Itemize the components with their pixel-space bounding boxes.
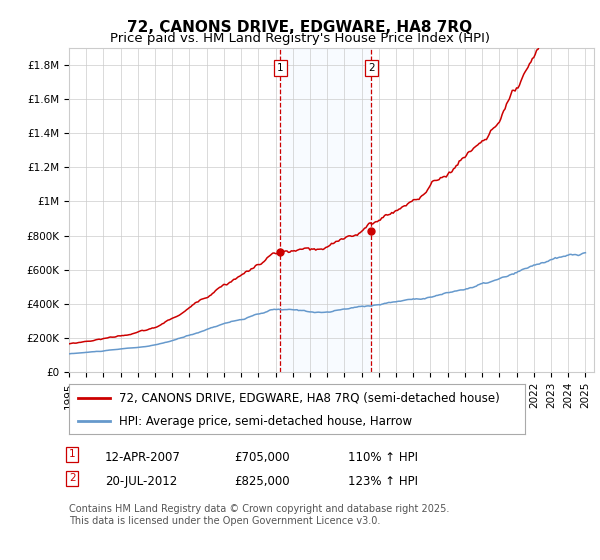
- Text: 72, CANONS DRIVE, EDGWARE, HA8 7RQ: 72, CANONS DRIVE, EDGWARE, HA8 7RQ: [127, 20, 473, 35]
- Text: 110% ↑ HPI: 110% ↑ HPI: [348, 451, 418, 464]
- Text: HPI: Average price, semi-detached house, Harrow: HPI: Average price, semi-detached house,…: [119, 415, 412, 428]
- Text: 1: 1: [277, 63, 284, 73]
- Bar: [280, 48, 371, 372]
- Text: 72, CANONS DRIVE, EDGWARE, HA8 7RQ (semi-detached house): 72, CANONS DRIVE, EDGWARE, HA8 7RQ (semi…: [119, 391, 500, 404]
- Text: £825,000: £825,000: [234, 475, 290, 488]
- Text: Contains HM Land Registry data © Crown copyright and database right 2025.
This d: Contains HM Land Registry data © Crown c…: [69, 504, 449, 526]
- Text: 2: 2: [368, 63, 374, 73]
- Text: 20-JUL-2012: 20-JUL-2012: [105, 475, 177, 488]
- Text: 1: 1: [69, 449, 76, 459]
- Text: 12-APR-2007: 12-APR-2007: [105, 451, 181, 464]
- Text: 2: 2: [69, 473, 76, 483]
- Text: £705,000: £705,000: [234, 451, 290, 464]
- Text: 123% ↑ HPI: 123% ↑ HPI: [348, 475, 418, 488]
- Text: Price paid vs. HM Land Registry's House Price Index (HPI): Price paid vs. HM Land Registry's House …: [110, 32, 490, 45]
